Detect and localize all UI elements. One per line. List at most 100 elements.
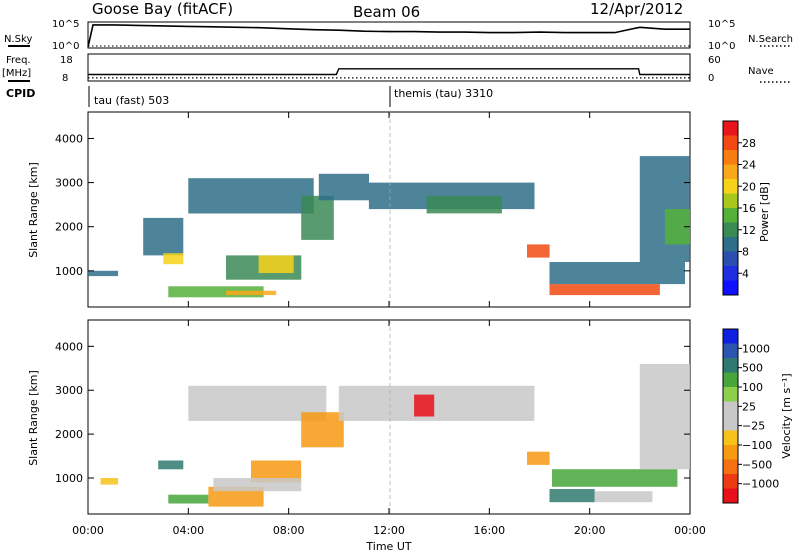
power-colorbar-swatch	[723, 193, 738, 209]
velocity-colorbar-swatch	[723, 416, 738, 431]
power-colorbar-tick-label: 8	[742, 246, 749, 259]
power-colorbar-tick-label: 4	[742, 267, 749, 280]
power-colorbar-tick-label: 28	[742, 137, 756, 150]
nave-tick-bottom: 0	[708, 73, 714, 84]
velocity-ytick-label: 2000	[55, 428, 83, 441]
nsky-tick-bottom: 10^0	[52, 41, 79, 52]
power-patch-1	[143, 217, 184, 256]
velocity-colorbar-tick-label: 100	[742, 381, 763, 394]
power-patch-9	[318, 173, 369, 201]
freq-series-line	[88, 68, 690, 76]
freq-frame	[87, 53, 691, 82]
velocity-patch-10	[527, 451, 550, 465]
date-title: 12/Apr/2012	[590, 0, 683, 18]
cpid-label: CPID	[6, 87, 35, 100]
velocity-colorbar-label: Velocity [m s⁻¹]	[780, 373, 793, 458]
power-patch-14	[549, 262, 685, 285]
power-patch-6	[258, 255, 294, 273]
power-ytick-label: 4000	[55, 132, 83, 145]
velocity-colorbar-swatch	[723, 343, 738, 359]
velocity-colorbar-tick-label: −1000	[742, 478, 779, 491]
power-ytick-label: 3000	[55, 177, 83, 190]
xtick-label: 00:00	[674, 524, 706, 537]
velocity-colorbar-swatch	[723, 445, 738, 460]
velocity-y-label: Slant Range [km]	[27, 370, 40, 466]
power-patch-7	[188, 178, 314, 214]
power-colorbar-tick-label: 24	[742, 159, 756, 172]
power-colorbar-swatch	[723, 251, 738, 267]
velocity-colorbar-swatch	[723, 401, 738, 417]
power-colorbar-swatch	[723, 164, 738, 180]
xtick-label: 20:00	[574, 524, 606, 537]
power-y-axis: 1000 2000 3000 4000	[55, 132, 690, 278]
xtick-label: 12:00	[373, 524, 405, 537]
power-colorbar-swatch	[723, 266, 738, 281]
power-colorbar-frame	[722, 120, 739, 296]
power-colorbar-swatch	[723, 280, 738, 296]
cpid-segment-2: themis (tau) 3310	[394, 87, 493, 100]
power-ytick-label: 2000	[55, 221, 83, 234]
freq-panel: 18 8 60 0 Freq. [MHz] Nave CPID	[2, 53, 790, 100]
velocity-colorbar-swatch	[723, 358, 738, 373]
power-ytick-label: 1000	[55, 265, 83, 278]
power-patch-8	[301, 195, 334, 240]
cpid-bar: tau (fast) 503 themis (tau) 3310	[88, 86, 493, 107]
velocity-colorbar-tick-label: −100	[742, 439, 772, 452]
velocity-patch-0	[100, 478, 119, 485]
nsearch-label: N.Search	[748, 34, 793, 45]
power-colorbar-swatch	[723, 135, 738, 151]
power-colorbar-swatch	[723, 222, 738, 238]
nsky-frame	[87, 21, 691, 49]
power-patch-2	[163, 253, 184, 265]
xtick-label: 08:00	[273, 524, 305, 537]
velocity-patch-13	[552, 469, 678, 487]
power-patch-3	[168, 286, 264, 298]
velocity-data	[100, 363, 690, 507]
velocity-colorbar-swatch	[723, 387, 738, 402]
velocity-colorbar-swatch	[723, 372, 738, 388]
velocity-colorbar-swatch	[723, 474, 738, 489]
freq-tick-bottom: 8	[62, 73, 68, 84]
velocity-patch-7	[301, 412, 344, 448]
nsearch-tick-top: 10^5	[708, 19, 735, 30]
power-patch-13	[549, 284, 660, 296]
velocity-colorbar-swatch	[723, 459, 738, 475]
nave-label: Nave	[748, 66, 774, 77]
power-patch-0	[88, 270, 119, 277]
cpid-segment-1: tau (fast) 503	[94, 94, 169, 107]
station-title: Goose Bay (fitACF)	[92, 0, 233, 18]
velocity-colorbar-frame	[722, 328, 739, 504]
velocity-panel: 1000 2000 3000 4000 Slant Range [km]	[27, 319, 691, 515]
power-colorbar-tick-label: 16	[742, 202, 756, 215]
velocity-patch-3	[208, 486, 264, 507]
power-colorbar-swatch	[723, 121, 738, 136]
power-colorbar: 28 24 20 16 12 8 4 Power [dB]	[722, 120, 771, 296]
velocity-patch-9	[414, 394, 435, 417]
freq-label: Freq.	[6, 55, 31, 66]
velocity-patch-1	[158, 460, 184, 470]
beam-title: Beam 06	[353, 3, 420, 21]
freq-tick-top: 18	[60, 55, 73, 66]
xtick-label: 04:00	[172, 524, 204, 537]
power-patch-15	[639, 156, 690, 262]
power-colorbar-tick-label: 12	[742, 224, 756, 237]
time-axis: 00:00 04:00 08:00 12:00 16:00 20:00 00:00	[72, 112, 706, 537]
power-colorbar-swatch	[723, 150, 738, 165]
xtick-label: 16:00	[473, 524, 505, 537]
nsky-label: N.Sky	[4, 34, 32, 45]
nsky-tick-top: 10^5	[52, 19, 79, 30]
power-colorbar-label: Power [dB]	[758, 182, 771, 242]
velocity-colorbar-tick-label: 25	[742, 400, 756, 413]
freq-trace	[88, 68, 690, 79]
power-colorbar-swatch	[723, 237, 738, 252]
velocity-colorbar-swatch	[723, 430, 738, 446]
power-patch-12	[527, 244, 550, 258]
freq-unit-label: [MHz]	[2, 68, 31, 79]
velocity-y-axis: 1000 2000 3000 4000	[55, 340, 690, 485]
velocity-colorbar-tick-label: −25	[742, 420, 765, 433]
velocity-ytick-label: 3000	[55, 384, 83, 397]
power-patch-11	[426, 195, 502, 214]
nave-tick-top: 60	[708, 55, 721, 66]
nsky-series-line	[87, 24, 690, 48]
